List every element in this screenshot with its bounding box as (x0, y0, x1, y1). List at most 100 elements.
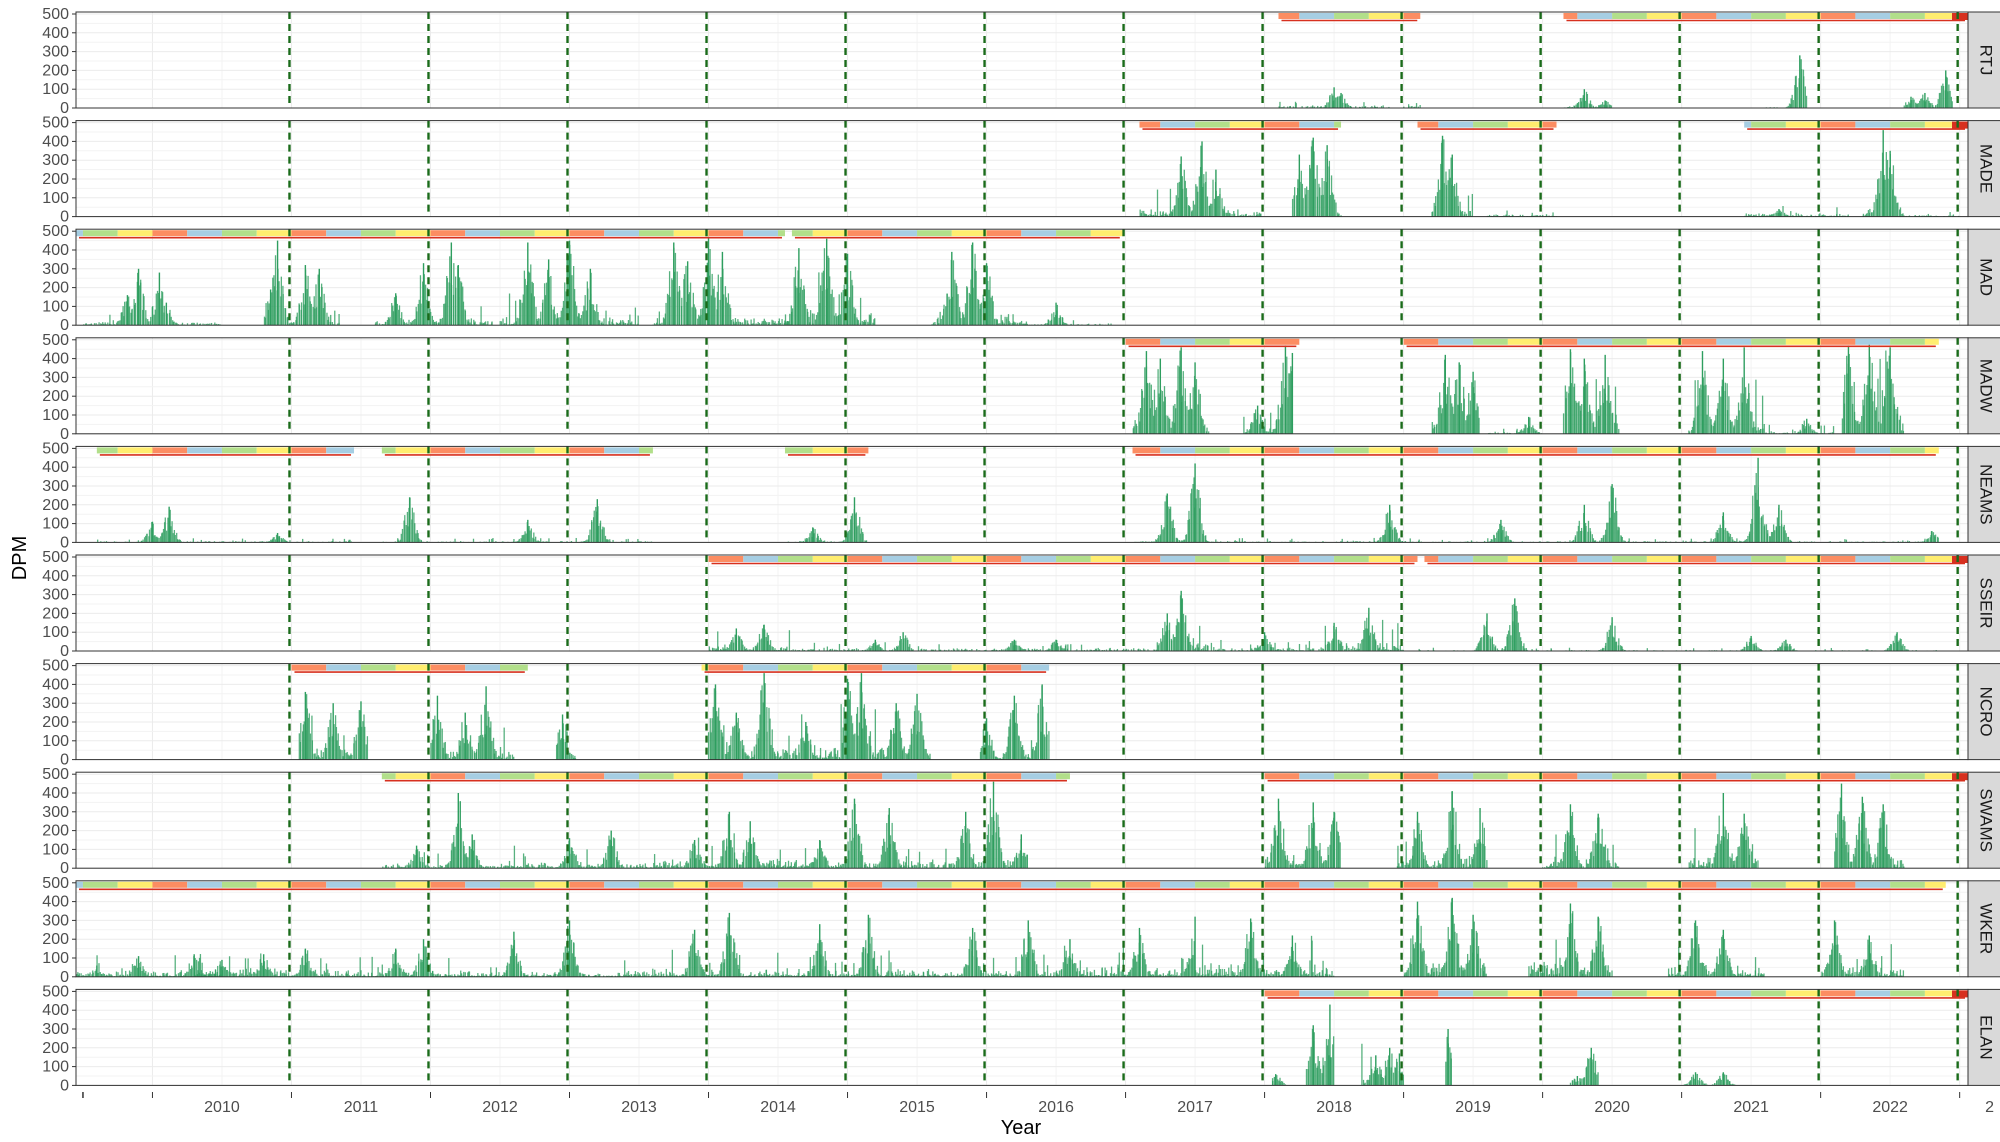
season-segment (1716, 447, 1752, 454)
season-segment (1264, 338, 1300, 345)
season-segment (395, 230, 431, 237)
season-segment (1368, 13, 1404, 19)
season-segment (1612, 13, 1647, 19)
season-segment (1785, 447, 1821, 454)
season-segment (639, 230, 674, 237)
season-segment (1229, 447, 1265, 454)
season-segment (708, 556, 744, 562)
season-segment (1507, 556, 1543, 562)
facet-label: MADW (1977, 359, 1996, 413)
season-segment (812, 447, 848, 454)
season-segment (1855, 13, 1891, 19)
y-tick-label: 300 (42, 587, 69, 604)
season-segment (1542, 121, 1557, 128)
dpm-bars (83, 236, 1112, 326)
season-segment (1785, 338, 1821, 345)
season-segment (1132, 447, 1161, 454)
season-segment (76, 230, 83, 237)
season-segment (1751, 121, 1786, 128)
season-segment (1264, 556, 1300, 562)
deployment-bands (708, 556, 1968, 565)
y-tick-label: 100 (42, 516, 69, 533)
season-segment (534, 230, 570, 237)
season-segment (1612, 447, 1647, 454)
facet-strip (1967, 228, 2000, 326)
season-segment (1160, 447, 1196, 454)
facet-label: NEAMS (1977, 464, 1996, 524)
season-segment (569, 230, 605, 237)
season-segment (1417, 121, 1439, 128)
season-segment (1542, 338, 1578, 345)
season-segment (1681, 338, 1717, 345)
y-tick-label: 500 (42, 440, 69, 457)
season-segment (1299, 121, 1335, 128)
season-segment (534, 447, 570, 454)
season-segment (117, 230, 153, 237)
year-boundaries (288, 229, 1959, 326)
coverage-end-marker (1952, 556, 1968, 563)
season-segment (1056, 230, 1091, 237)
season-segment (1577, 338, 1613, 345)
dpm-bars (1139, 130, 1960, 217)
season-segment (381, 447, 396, 454)
season-segment (1507, 447, 1543, 454)
facet-label: MAD (1977, 258, 1996, 296)
season-segment (1195, 121, 1230, 128)
season-segment (1229, 121, 1265, 128)
season-segment (152, 447, 188, 454)
season-segment (1299, 556, 1335, 562)
season-segment (1229, 338, 1265, 345)
season-segment (1403, 556, 1418, 562)
season-segment (1577, 556, 1613, 562)
season-segment (1751, 338, 1786, 345)
season-segment (1195, 556, 1230, 562)
y-tick-label: 0 (60, 209, 69, 226)
season-segment (1507, 338, 1543, 345)
season-segment (465, 447, 500, 454)
coverage-end-marker (1952, 121, 1968, 129)
season-segment (1403, 13, 1421, 19)
y-tick-label: 200 (42, 62, 69, 79)
season-segment (604, 230, 640, 237)
season-segment (917, 230, 952, 237)
season-segment (1438, 121, 1474, 128)
season-segment (1924, 121, 1960, 128)
season-segment (1334, 121, 1342, 128)
season-segment (1751, 556, 1786, 562)
season-segment (1368, 447, 1404, 454)
y-tick-label: 500 (42, 223, 69, 240)
season-segment (395, 447, 431, 454)
season-segment (291, 230, 327, 237)
panel-background (76, 229, 1968, 326)
season-segment (430, 230, 466, 237)
season-segment (326, 230, 361, 237)
y-tick-label: 200 (42, 388, 69, 405)
season-segment (1056, 556, 1091, 562)
season-segment (1785, 13, 1821, 19)
season-segment (812, 230, 848, 237)
season-segment (1646, 447, 1682, 454)
season-segment (187, 447, 222, 454)
deployment-bands (96, 447, 1939, 456)
season-segment (326, 447, 355, 454)
season-segment (187, 230, 222, 237)
season-segment (1681, 556, 1717, 562)
season-segment (1473, 447, 1508, 454)
season-segment (1278, 13, 1300, 19)
facet-strip (1967, 11, 2000, 109)
y-tick-label: 400 (42, 351, 69, 368)
y-tick-label: 500 (42, 6, 69, 23)
season-segment (1125, 338, 1161, 345)
season-segment (1751, 447, 1786, 454)
season-segment (1716, 338, 1752, 345)
season-segment (465, 230, 500, 237)
season-segment (1403, 338, 1439, 345)
season-segment (951, 230, 987, 237)
y-tick-label: 200 (42, 171, 69, 188)
season-segment (430, 447, 466, 454)
